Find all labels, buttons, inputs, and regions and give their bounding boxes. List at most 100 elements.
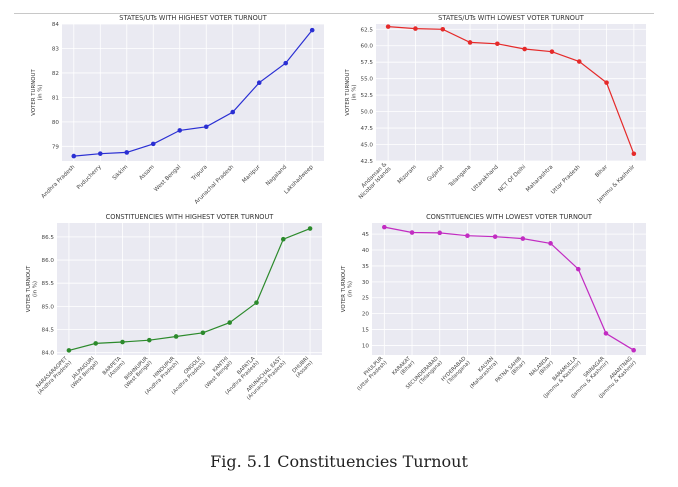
data-point [520,236,526,241]
chart-title: CONSTITUENCIES WITH LOWEST VOTER TURNOUT [426,213,593,221]
y-tick-label: 45 [362,232,370,238]
x-tick-label: Telangana [447,164,472,189]
y-tick-label: 60.0 [361,44,374,50]
x-tick-label-line: Lakshadweep [283,164,315,196]
y-tick-label: 55.0 [361,77,374,83]
data-point [309,27,315,33]
y-tick-label: 15 [362,328,370,334]
x-tick-label-line: NCT Of Delhi [498,164,528,194]
data-point [200,330,206,336]
y-tick-label: 35 [362,264,370,270]
data-point [150,141,156,147]
data-point [409,230,415,235]
plot-background [376,24,646,161]
series-line [388,26,635,155]
x-tick-label: Maharashtra [525,164,554,193]
x-tick-label-line: Sikkim [112,164,129,181]
data-point [66,348,72,353]
chart-title: STATES/UTs WITH HIGHEST VOTER TURNOUT [119,14,267,22]
top-divider [14,13,654,14]
x-tick-label: Mizoram [397,164,418,185]
y-axis-label-line: VOTER TURNOUT [26,265,32,312]
x-tick-label: West Bengal [153,164,182,193]
plot-background [57,223,322,355]
data-point [631,151,637,157]
data-point [575,266,581,272]
data-point [93,341,99,346]
data-point [280,236,286,242]
data-point [283,60,289,66]
data-point [465,233,470,239]
y-axis-label-line: (in %) [33,281,39,297]
x-tick-label: Manipur [241,164,262,185]
x-tick-label: KALYAN(Maharashtra) [465,356,499,390]
x-tick-label-line: Uttarakhand [471,164,500,193]
y-tick-label: 40 [362,248,370,254]
x-tick-label: NCT Of Delhi [498,164,528,194]
x-tick-label-line: Telangana [447,164,472,189]
y-tick-label: 86.0 [42,258,55,264]
chart-panel-4: 10 15 20 25 30 35 40 45 CONSTITUENCIES WITH LOWE… [341,213,646,400]
x-tick-label: PHULPUR(Uttar Pradesh) [352,355,389,392]
x-tick-label-line: Puducherry [76,164,103,191]
x-tick-label-line: Assam [138,164,155,181]
x-tick-label: NARASARAOPET(Andhra Pradesh) [33,355,74,396]
x-tick-label: JALPAIGURI(West Bengal) [66,355,100,389]
figure-caption: Fig. 5.1 Constituencies Turnout [210,452,468,471]
plot-background [372,223,646,355]
y-tick-label: 80 [52,120,60,126]
x-tick-label-line: Nagaland [265,164,288,187]
y-axis-label: VOTER TURNOUT(in %) [341,265,354,312]
y-tick-label: 57.5 [361,60,374,66]
y-tick-label: 85.0 [42,304,55,310]
x-tick-label: Puducherry [76,164,103,191]
y-tick-label: 82 [52,71,59,77]
x-tick-label: KARAKAT(Bihar) [391,355,416,380]
data-point [382,224,387,230]
chart-panel-3: 84.0 84.5 85.0 85.5 86.0 86.5 CONSTITUENCIES W… [26,213,322,401]
y-axis-label-line: (in %) [38,85,44,101]
y-tick-label: 52.5 [361,93,374,99]
y-tick-label: 62.5 [361,27,374,33]
x-tick-label-line: Manipur [241,164,262,185]
data-point [492,234,498,239]
x-tick-label: Assam [138,164,155,181]
data-point [177,128,183,133]
data-point [549,49,555,54]
y-tick-label: 50.0 [361,110,374,116]
x-tick-label: Sikkim [112,164,129,181]
y-tick-label: 79 [52,144,60,150]
y-axis-label-line: (in %) [352,85,358,101]
chart-panel-1: 79 80 81 82 83 84 STATES/UTs WITH HIGHEST VOTE… [31,14,324,206]
data-point [71,153,77,159]
chart-title: STATES/UTs WITH LOWEST VOTER TURNOUT [438,14,585,22]
chart-panel-2: 42.5 45.0 47.5 50.0 52.5 55.0 57.5 60.0 62.5 STAT… [345,14,646,205]
y-axis-label: VOTER TURNOUT(in %) [31,69,44,116]
x-tick-label: Uttar Pradesh [550,164,582,196]
x-tick-label: BISHNUPUR(West Bengal) [119,355,153,389]
y-tick-label: 86.5 [42,235,55,241]
series-line [68,228,311,351]
data-point [120,339,125,345]
chart-title: CONSTITUENCIES WITH HIGHEST VOTER TURNOU… [106,213,275,221]
data-point [256,80,262,86]
data-point [576,59,582,64]
y-tick-label: 83 [52,46,60,52]
data-point [604,80,609,85]
x-tick-label: PATNA SAHIB(Bihar) [494,355,527,388]
y-tick-label: 84.0 [42,351,55,357]
data-point [230,109,236,115]
data-point [413,26,418,31]
x-tick-label-line: West Bengal [153,164,182,193]
x-tick-label: HYDERABAD(Telangana) [440,356,471,387]
x-tick-label: Uttarakhand [471,164,500,193]
y-tick-label: 85.5 [42,281,55,287]
data-point [522,46,527,52]
data-point [307,226,313,231]
y-axis-label-line: VOTER TURNOUT [341,265,347,312]
y-tick-label: 10 [362,343,370,349]
y-tick-label: 47.5 [361,126,374,132]
y-tick-label: 45.0 [361,143,374,149]
data-point [603,331,609,336]
x-tick-label-line: Maharashtra [525,164,554,193]
